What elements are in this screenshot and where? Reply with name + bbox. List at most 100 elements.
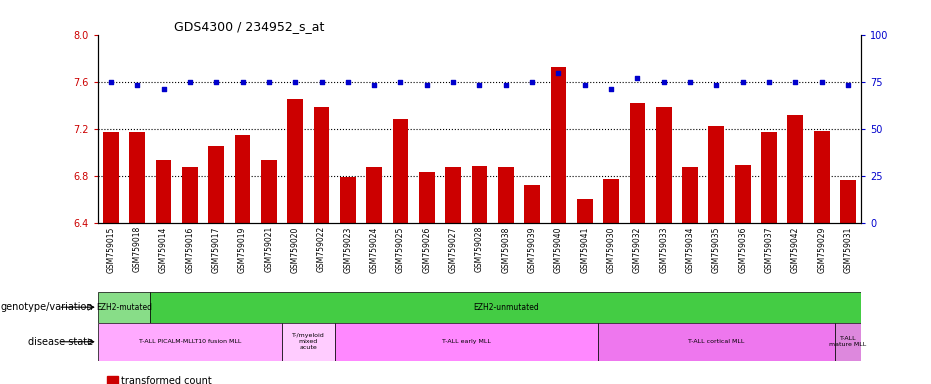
Point <box>156 86 171 92</box>
Text: GSM759037: GSM759037 <box>764 226 774 273</box>
Text: GSM759024: GSM759024 <box>370 226 379 273</box>
Point <box>498 82 513 88</box>
Bar <box>182 167 197 223</box>
Bar <box>682 167 698 223</box>
Point <box>236 79 250 85</box>
Text: T-ALL
mature MLL: T-ALL mature MLL <box>830 336 867 347</box>
Text: GSM759015: GSM759015 <box>106 226 115 273</box>
Point <box>419 82 434 88</box>
Point <box>209 79 223 85</box>
Point <box>103 79 118 85</box>
Text: GSM759031: GSM759031 <box>843 226 853 273</box>
Bar <box>472 166 487 223</box>
Text: GSM759022: GSM759022 <box>317 226 326 272</box>
Text: GSM759027: GSM759027 <box>449 226 458 273</box>
Point <box>472 82 487 88</box>
Text: GSM759030: GSM759030 <box>607 226 615 273</box>
Point <box>551 70 566 76</box>
Bar <box>103 132 119 223</box>
Text: GSM759017: GSM759017 <box>211 226 221 273</box>
Bar <box>577 199 593 223</box>
Point <box>525 79 540 85</box>
Text: GSM759021: GSM759021 <box>264 226 274 272</box>
Bar <box>603 179 619 223</box>
Bar <box>282 323 334 361</box>
Text: GSM759042: GSM759042 <box>790 226 800 273</box>
Point <box>603 86 618 92</box>
Bar <box>129 132 145 223</box>
Point <box>393 79 408 85</box>
Point <box>656 79 671 85</box>
Text: GSM759026: GSM759026 <box>423 226 431 273</box>
Bar <box>598 323 835 361</box>
Text: GSM759016: GSM759016 <box>185 226 195 273</box>
Text: GSM759019: GSM759019 <box>238 226 247 273</box>
Bar <box>314 108 330 223</box>
Bar <box>235 134 250 223</box>
Point <box>288 79 303 85</box>
Point <box>367 82 382 88</box>
Text: GSM759029: GSM759029 <box>817 226 826 273</box>
Bar <box>655 108 671 223</box>
Point <box>314 79 329 85</box>
Bar <box>98 292 151 323</box>
Text: GSM759038: GSM759038 <box>501 226 510 273</box>
Bar <box>762 132 777 223</box>
Bar <box>261 161 277 223</box>
Text: GSM759028: GSM759028 <box>475 226 484 272</box>
Bar <box>708 126 724 223</box>
Text: GDS4300 / 234952_s_at: GDS4300 / 234952_s_at <box>174 20 325 33</box>
Bar <box>209 146 224 223</box>
Point <box>708 82 723 88</box>
Bar <box>498 167 514 223</box>
Bar <box>840 180 856 223</box>
Bar <box>835 323 861 361</box>
Point <box>735 79 750 85</box>
Bar <box>419 172 435 223</box>
Bar <box>735 165 750 223</box>
Text: genotype/variation: genotype/variation <box>1 302 93 312</box>
Bar <box>340 177 356 223</box>
Bar <box>524 185 540 223</box>
Point <box>630 75 645 81</box>
Text: disease state: disease state <box>28 337 93 347</box>
Bar <box>393 119 409 223</box>
Text: GSM759033: GSM759033 <box>659 226 668 273</box>
Text: GSM759023: GSM759023 <box>344 226 352 273</box>
Point <box>262 79 277 85</box>
Text: GSM759020: GSM759020 <box>290 226 300 273</box>
Bar <box>334 323 598 361</box>
Bar <box>288 99 304 223</box>
Text: transformed count: transformed count <box>121 376 211 384</box>
Text: T-/myeloid
mixed
acute: T-/myeloid mixed acute <box>292 333 325 350</box>
Text: T-ALL cortical MLL: T-ALL cortical MLL <box>688 339 745 344</box>
Point <box>841 82 856 88</box>
Point <box>682 79 697 85</box>
Bar <box>445 167 461 223</box>
Text: GSM759032: GSM759032 <box>633 226 641 273</box>
Point <box>182 79 197 85</box>
Bar <box>366 167 382 223</box>
Text: EZH2-unmutated: EZH2-unmutated <box>473 303 539 312</box>
Text: T-ALL PICALM-MLLT10 fusion MLL: T-ALL PICALM-MLLT10 fusion MLL <box>139 339 241 344</box>
Point <box>577 82 592 88</box>
Point <box>815 79 830 85</box>
Text: GSM759025: GSM759025 <box>396 226 405 273</box>
Point <box>341 79 356 85</box>
Bar <box>788 114 803 223</box>
Bar <box>550 68 566 223</box>
Text: GSM759014: GSM759014 <box>159 226 169 273</box>
Text: T-ALL early MLL: T-ALL early MLL <box>442 339 491 344</box>
Point <box>129 82 144 88</box>
Bar <box>629 103 645 223</box>
Bar <box>98 323 282 361</box>
Text: GSM759036: GSM759036 <box>738 226 748 273</box>
Text: GSM759041: GSM759041 <box>580 226 589 273</box>
Text: GSM759035: GSM759035 <box>712 226 721 273</box>
Point <box>762 79 776 85</box>
Text: EZH2-mutated: EZH2-mutated <box>96 303 152 312</box>
Text: GSM759034: GSM759034 <box>685 226 695 273</box>
Text: GSM759040: GSM759040 <box>554 226 563 273</box>
Bar <box>155 161 171 223</box>
Point <box>788 79 803 85</box>
